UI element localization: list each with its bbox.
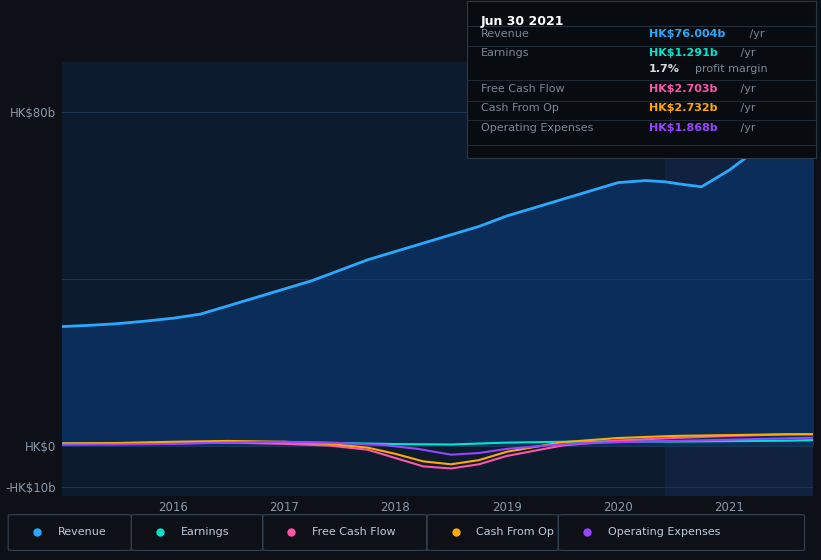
Text: HK$2.732b: HK$2.732b xyxy=(649,103,717,113)
Text: HK$2.703b: HK$2.703b xyxy=(649,84,717,94)
Text: Cash From Op: Cash From Op xyxy=(481,103,559,113)
Text: HK$76.004b: HK$76.004b xyxy=(649,29,725,39)
Text: profit margin: profit margin xyxy=(688,64,768,74)
Text: /yr: /yr xyxy=(736,84,755,94)
Text: Operating Expenses: Operating Expenses xyxy=(608,527,720,537)
Text: HK$1.868b: HK$1.868b xyxy=(649,123,718,133)
Text: Operating Expenses: Operating Expenses xyxy=(481,123,594,133)
Text: Revenue: Revenue xyxy=(481,29,530,39)
Text: Cash From Op: Cash From Op xyxy=(476,527,554,537)
Text: 1.7%: 1.7% xyxy=(649,64,680,74)
Text: Free Cash Flow: Free Cash Flow xyxy=(481,84,565,94)
Text: /yr: /yr xyxy=(736,48,755,58)
Text: Jun 30 2021: Jun 30 2021 xyxy=(481,15,565,28)
Text: Revenue: Revenue xyxy=(57,527,106,537)
Bar xyxy=(665,62,821,496)
Text: /yr: /yr xyxy=(746,29,765,39)
Text: HK$1.291b: HK$1.291b xyxy=(649,48,718,58)
Text: Free Cash Flow: Free Cash Flow xyxy=(312,527,396,537)
Text: /yr: /yr xyxy=(736,123,755,133)
Text: /yr: /yr xyxy=(736,103,755,113)
Text: Earnings: Earnings xyxy=(481,48,530,58)
Text: Earnings: Earnings xyxy=(181,527,229,537)
